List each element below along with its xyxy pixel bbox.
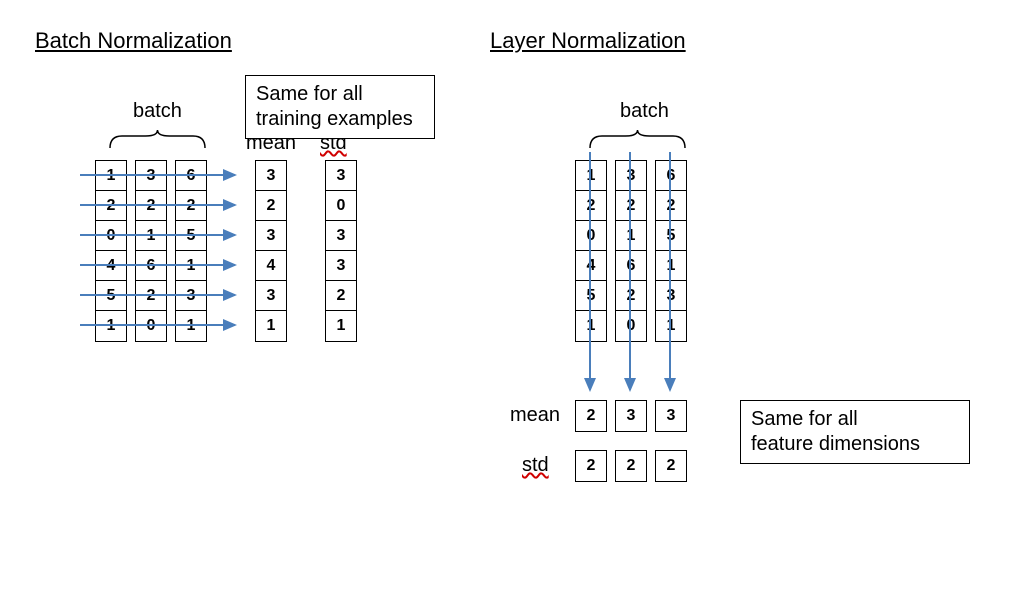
std-cell: 3 [326, 161, 356, 191]
data-cell: 3 [136, 161, 166, 191]
std-cell: 2 [616, 451, 646, 481]
std-cell: 3 [326, 221, 356, 251]
mean-cell: 3 [616, 401, 646, 431]
data-cell: 1 [96, 161, 126, 191]
layer-norm-annotation: Same for all feature dimensions [740, 400, 970, 464]
data-cell: 1 [656, 251, 686, 281]
mean-cell: 4 [256, 251, 286, 281]
std-cell: 3 [326, 251, 356, 281]
layer-norm-data-col: 321620 [615, 160, 647, 342]
mean-cell: 3 [256, 221, 286, 251]
data-cell: 3 [176, 281, 206, 311]
mean-cell: 3 [256, 161, 286, 191]
batch-norm-std-col: 303321 [325, 160, 357, 342]
std-cell: 2 [656, 451, 686, 481]
layer-norm-annotation-l2: feature dimensions [751, 433, 920, 455]
data-cell: 2 [616, 191, 646, 221]
std-cell: 2 [576, 451, 606, 481]
layer-norm-mean-cell-col: 3 [615, 400, 647, 432]
data-cell: 6 [136, 251, 166, 281]
layer-norm-title: Layer Normalization [490, 28, 686, 54]
batch-norm-data-col: 120451 [95, 160, 127, 342]
batch-label-right: batch [620, 100, 669, 123]
data-cell: 3 [616, 161, 646, 191]
data-cell: 2 [656, 191, 686, 221]
data-cell: 5 [656, 221, 686, 251]
layer-norm-mean-cell-col: 3 [655, 400, 687, 432]
batch-norm-data-col: 625131 [175, 160, 207, 342]
data-cell: 1 [576, 161, 606, 191]
data-cell: 0 [576, 221, 606, 251]
layer-norm-mean-cell-col: 2 [575, 400, 607, 432]
data-cell: 0 [616, 311, 646, 341]
std-cell: 1 [326, 311, 356, 341]
batch-norm-data-col: 321620 [135, 160, 167, 342]
layer-norm-std-cell-col: 2 [575, 450, 607, 482]
batch-norm-mean-col: 323431 [255, 160, 287, 342]
data-cell: 2 [616, 281, 646, 311]
data-cell: 1 [176, 311, 206, 341]
data-cell: 0 [96, 221, 126, 251]
data-cell: 3 [656, 281, 686, 311]
layer-norm-std-cell-col: 2 [655, 450, 687, 482]
layer-norm-annotation-l1: Same for all [751, 408, 858, 430]
data-cell: 1 [616, 221, 646, 251]
mean-cell: 3 [256, 281, 286, 311]
mean-label-right: mean [510, 404, 560, 427]
std-label-right: std [522, 454, 549, 477]
mean-cell: 1 [256, 311, 286, 341]
data-cell: 2 [96, 191, 126, 221]
data-cell: 6 [616, 251, 646, 281]
data-cell: 1 [136, 221, 166, 251]
layer-norm-std-cell-col: 2 [615, 450, 647, 482]
std-cell: 0 [326, 191, 356, 221]
mean-cell: 3 [656, 401, 686, 431]
data-cell: 0 [136, 311, 166, 341]
batch-norm-annotation-l1: Same for all [256, 83, 363, 105]
data-cell: 2 [576, 191, 606, 221]
batch-norm-annotation: Same for all training examples [245, 75, 435, 139]
data-cell: 6 [656, 161, 686, 191]
data-cell: 1 [96, 311, 126, 341]
data-cell: 1 [176, 251, 206, 281]
std-cell: 2 [326, 281, 356, 311]
batch-norm-title: Batch Normalization [35, 28, 232, 54]
data-cell: 5 [176, 221, 206, 251]
data-cell: 6 [176, 161, 206, 191]
data-cell: 1 [656, 311, 686, 341]
batch-norm-annotation-l2: training examples [256, 108, 413, 130]
data-cell: 1 [576, 311, 606, 341]
mean-cell: 2 [256, 191, 286, 221]
data-cell: 5 [576, 281, 606, 311]
data-cell: 2 [176, 191, 206, 221]
layer-norm-data-col: 625131 [655, 160, 687, 342]
batch-label-left: batch [133, 100, 182, 123]
data-cell: 4 [96, 251, 126, 281]
data-cell: 5 [96, 281, 126, 311]
layer-norm-data-col: 120451 [575, 160, 607, 342]
data-cell: 2 [136, 191, 166, 221]
mean-cell: 2 [576, 401, 606, 431]
data-cell: 4 [576, 251, 606, 281]
data-cell: 2 [136, 281, 166, 311]
